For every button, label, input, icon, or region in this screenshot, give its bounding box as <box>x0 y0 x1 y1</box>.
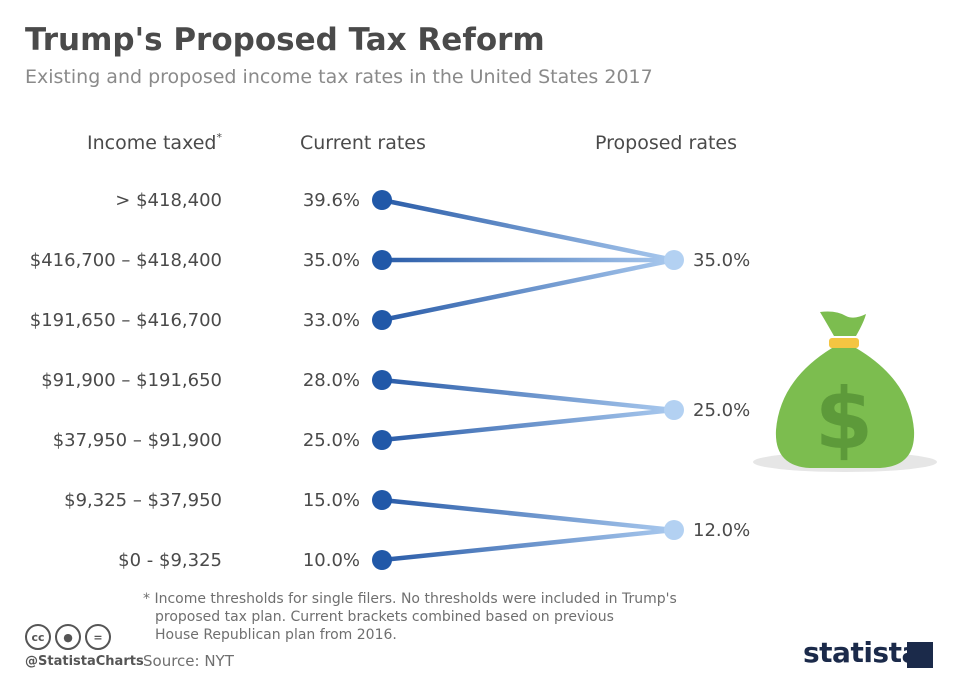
dollar-sign: $ <box>815 370 873 468</box>
rate-change-line <box>379 527 677 563</box>
current-rate-label: 33.0% <box>303 310 360 331</box>
current-rate-label: 39.6% <box>303 190 360 211</box>
current-rate-dot <box>372 250 392 270</box>
income-bracket-label: $191,650 – $416,700 <box>30 310 222 331</box>
current-rate-dot <box>372 490 392 510</box>
income-bracket-label: $0 - $9,325 <box>118 550 222 571</box>
current-rate-dot <box>372 190 392 210</box>
statista-logo[interactable]: statista <box>803 636 920 669</box>
page-subtitle: Existing and proposed income tax rates i… <box>25 66 653 88</box>
license-icons[interactable]: cc ● = <box>25 624 111 650</box>
source-label: Source: NYT <box>143 652 234 670</box>
current-rate-dot <box>372 430 392 450</box>
page-title: Trump's Proposed Tax Reform <box>25 22 545 58</box>
proposed-rate-dot <box>664 520 684 540</box>
rate-change-line <box>379 257 677 323</box>
current-rate-label: 35.0% <box>303 250 360 271</box>
current-rate-label: 15.0% <box>303 490 360 511</box>
footnote: * Income thresholds for single filers. N… <box>143 590 733 644</box>
no-derivatives-icon[interactable]: = <box>85 624 111 650</box>
bag-body <box>775 348 915 468</box>
current-rate-label: 10.0% <box>303 550 360 571</box>
rate-change-line <box>379 377 677 413</box>
current-rate-dot <box>372 310 392 330</box>
money-bag-icon: $ <box>753 311 937 472</box>
attribution-icon[interactable]: ● <box>55 624 81 650</box>
income-column-header: Income taxed* <box>87 131 222 154</box>
rate-change-line <box>379 197 677 263</box>
current-rate-label: 25.0% <box>303 430 360 451</box>
proposed-rates-header: Proposed rates <box>595 132 737 154</box>
income-bracket-label: $91,900 – $191,650 <box>41 370 222 391</box>
income-bracket-label: $9,325 – $37,950 <box>64 490 222 511</box>
footnote-line-3: House Republican plan from 2016. <box>155 627 397 643</box>
current-rate-dot <box>372 370 392 390</box>
proposed-rate-label: 12.0% <box>693 520 750 541</box>
income-bracket-label: > $418,400 <box>115 190 222 211</box>
income-bracket-label: $416,700 – $418,400 <box>30 250 222 271</box>
current-rates-header: Current rates <box>300 132 426 154</box>
footnote-line-1: * Income thresholds for single filers. N… <box>143 591 677 607</box>
proposed-rate-dot <box>664 400 684 420</box>
income-bracket-label: $37,950 – $91,900 <box>53 430 222 451</box>
bag-tie <box>829 338 859 348</box>
bag-neck <box>820 311 866 336</box>
rate-change-line <box>379 407 677 443</box>
footnote-line-2: proposed tax plan. Current brackets comb… <box>155 609 614 625</box>
current-rate-dot <box>372 550 392 570</box>
proposed-rate-label: 25.0% <box>693 400 750 421</box>
proposed-rate-label: 35.0% <box>693 250 750 271</box>
rate-change-line <box>379 497 677 533</box>
twitter-handle[interactable]: @StatistaCharts <box>25 654 144 669</box>
current-rate-label: 28.0% <box>303 370 360 391</box>
proposed-rate-dot <box>664 250 684 270</box>
cc-icon[interactable]: cc <box>25 624 51 650</box>
statista-logo-mark[interactable] <box>907 642 933 668</box>
